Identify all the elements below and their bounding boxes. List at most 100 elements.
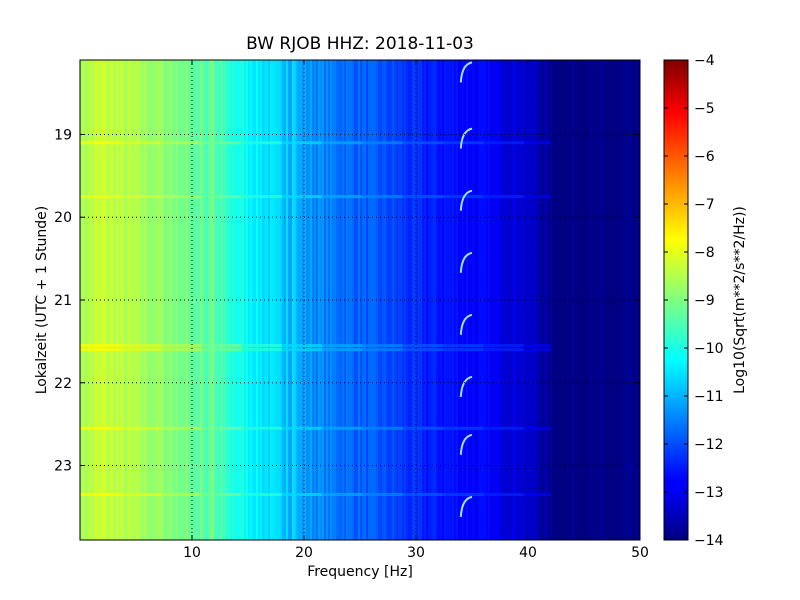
spectrogram-column <box>274 60 277 540</box>
colorbar-tick-label: −8 <box>694 245 715 261</box>
x-axis-ticks: 10 20 30 40 50 <box>183 60 649 561</box>
spectrogram-column <box>398 60 401 540</box>
spectrogram-column <box>472 60 475 540</box>
spectrogram-column <box>286 60 289 540</box>
broadband-event <box>281 492 323 496</box>
spectrogram-column <box>186 60 189 540</box>
spectrogram-column <box>468 60 471 540</box>
broadband-event <box>241 426 283 430</box>
x-tick-label: 40 <box>519 545 537 561</box>
spectrogram-column <box>234 60 237 540</box>
spectrogram-column <box>282 60 285 540</box>
spectrogram-column <box>584 60 587 540</box>
x-tick-label: 10 <box>183 545 201 561</box>
spectrogram-column <box>358 60 361 540</box>
colorbar-tick-label: −13 <box>694 485 724 501</box>
spectrogram-column <box>312 60 315 540</box>
spectrogram-column <box>284 60 287 540</box>
spectrogram-column <box>558 60 561 540</box>
x-tick-label: 20 <box>295 545 313 561</box>
chirp-feature <box>459 189 473 211</box>
spectrogram-column <box>276 60 279 540</box>
spectrogram-column <box>630 60 633 540</box>
spectrogram-column <box>118 60 121 540</box>
spectrogram-column <box>166 60 169 540</box>
spectrogram-column <box>92 60 95 540</box>
spectrogram-column <box>98 60 101 540</box>
spectrogram-column <box>308 60 311 540</box>
broadband-event <box>402 344 444 348</box>
spectrogram-column <box>602 60 605 540</box>
broadband-event <box>80 195 121 199</box>
spectrogram-column <box>486 60 489 540</box>
spectrogram-column <box>542 60 545 540</box>
spectrogram-column <box>382 60 385 540</box>
spectrogram-column <box>498 60 501 540</box>
spectrogram-column <box>334 60 337 540</box>
spectrogram-column <box>632 60 635 540</box>
y-tick-label: 21 <box>54 293 72 309</box>
spectrogram-column <box>600 60 603 540</box>
spectrogram-column <box>216 60 219 540</box>
spectrogram-column <box>110 60 113 540</box>
spectrogram-column <box>508 60 511 540</box>
spectrogram-column <box>354 60 357 540</box>
spectrogram-column <box>140 60 143 540</box>
spectrogram-column <box>488 60 491 540</box>
colorbar-tick-label: −5 <box>694 101 715 117</box>
spectrogram-column <box>136 60 139 540</box>
spectrogram-column <box>538 60 541 540</box>
spectrogram-column <box>230 60 233 540</box>
broadband-event <box>321 195 363 199</box>
colorbar-tick-label: −9 <box>694 293 715 309</box>
spectrogram-column <box>248 60 251 540</box>
broadband-event <box>120 348 162 352</box>
spectrogram-column <box>120 60 123 540</box>
spectrogram-column <box>388 60 391 540</box>
y-tick-label: 20 <box>54 210 72 226</box>
spectrogram-column <box>418 60 421 540</box>
spectrogram-column <box>294 60 297 540</box>
spectrogram-column <box>474 60 477 540</box>
spectrogram-column <box>392 60 395 540</box>
colorbar-tick-label: −10 <box>694 341 724 357</box>
spectrogram-column <box>240 60 243 540</box>
spectrogram-column <box>606 60 609 540</box>
spectrogram-column <box>402 60 405 540</box>
spectrogram-column <box>266 60 269 540</box>
spectrogram-column <box>522 60 525 540</box>
broadband-event <box>241 344 283 348</box>
spectrogram-column <box>446 60 449 540</box>
spectrogram-column <box>376 60 379 540</box>
y-tick-label: 23 <box>54 459 72 475</box>
spectrogram-column <box>272 60 275 540</box>
spectrogram-column <box>510 60 513 540</box>
spectrogram-column <box>556 60 559 540</box>
spectrogram-column <box>502 60 505 540</box>
spectrogram-column <box>568 60 571 540</box>
spectrogram-column <box>202 60 205 540</box>
spectrogram-column <box>448 60 451 540</box>
spectrogram-column <box>420 60 423 540</box>
spectrogram-column <box>224 60 227 540</box>
spectrogram-column <box>368 60 371 540</box>
spectrogram-column <box>616 60 619 540</box>
spectrogram-column <box>290 60 293 540</box>
spectrogram-column <box>572 60 575 540</box>
spectrogram-column <box>162 60 165 540</box>
spectrogram-column <box>346 60 349 540</box>
spectrogram-column <box>108 60 111 540</box>
spectrogram-column <box>204 60 207 540</box>
spectrogram-column <box>320 60 323 540</box>
colorbar-ticks: −4 −5 −6 −7 −8 −9 −10 −11 −12 −13 −14 <box>664 53 724 549</box>
spectrogram-column <box>580 60 583 540</box>
spectrogram-column <box>592 60 595 540</box>
spectrogram-column <box>494 60 497 540</box>
spectrogram-column <box>340 60 343 540</box>
spectrogram-column <box>620 60 623 540</box>
spectrogram-column <box>138 60 141 540</box>
spectrogram-column <box>574 60 577 540</box>
broadband-event <box>80 348 121 352</box>
spectrogram-column <box>112 60 115 540</box>
